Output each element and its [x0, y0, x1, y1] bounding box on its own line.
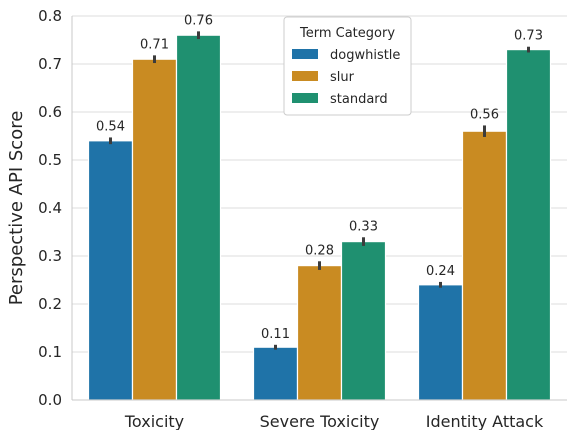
- data-label: 0.24: [426, 264, 455, 279]
- data-label: 0.73: [514, 29, 543, 44]
- bar-dogwhistle: [87, 140, 134, 401]
- bar-slur: [131, 58, 178, 401]
- y-tick-label: 0.4: [38, 199, 62, 217]
- x-tick-label: Identity Attack: [426, 412, 544, 430]
- bar-dogwhistle: [252, 346, 299, 401]
- legend-swatch-dogwhistle: [292, 49, 318, 59]
- data-label: 0.76: [184, 13, 213, 28]
- y-tick-label: 0.7: [38, 55, 62, 73]
- bar-standard: [505, 48, 552, 401]
- legend-swatch-standard: [292, 93, 318, 103]
- bar-standard: [340, 241, 387, 401]
- x-tick-labels: Toxicity Severe Toxicity Identity Attack: [124, 412, 544, 430]
- legend-items: dogwhistle slur standard: [292, 48, 400, 107]
- x-tick-label: Severe Toxicity: [260, 412, 380, 430]
- data-label: 0.28: [305, 243, 334, 258]
- data-label: 0.33: [349, 219, 378, 234]
- legend-swatch-slur: [292, 71, 318, 81]
- bars-group: [87, 34, 552, 401]
- legend: Term Category dogwhistle slur standard: [283, 16, 412, 116]
- error-bars-group: [109, 31, 530, 350]
- y-tick-label: 0.6: [38, 103, 62, 121]
- y-tick-label: 0.2: [38, 295, 62, 313]
- x-tick-label: Toxicity: [124, 412, 184, 430]
- legend-title: Term Category: [299, 26, 395, 41]
- y-tick-label: 0.8: [38, 7, 62, 25]
- y-tick-label: 0.1: [38, 343, 62, 361]
- bar-dogwhistle: [417, 284, 464, 401]
- bar-standard: [175, 34, 222, 401]
- data-label: 0.11: [261, 327, 290, 342]
- y-tick-labels: 0.0 0.1 0.2 0.3 0.4 0.5 0.6 0.7 0.8: [38, 7, 62, 409]
- y-tick-label: 0.3: [38, 247, 62, 265]
- y-tick-label: 0.0: [38, 391, 62, 409]
- data-label: 0.71: [140, 37, 169, 52]
- data-label: 0.54: [96, 119, 125, 134]
- legend-box: [283, 16, 412, 116]
- bar-slur: [296, 265, 343, 401]
- y-axis-title: Perspective API Score: [6, 111, 27, 306]
- y-tick-label: 0.5: [38, 151, 62, 169]
- data-label: 0.56: [470, 107, 499, 122]
- legend-label-slur: slur: [330, 70, 355, 85]
- legend-label-dogwhistle: dogwhistle: [330, 48, 400, 63]
- bar-slur: [461, 130, 508, 401]
- legend-label-standard: standard: [330, 92, 388, 107]
- data-labels-group: 0.54 0.71 0.76 0.11 0.28 0.33 0.24 0.56 0.73: [96, 13, 543, 341]
